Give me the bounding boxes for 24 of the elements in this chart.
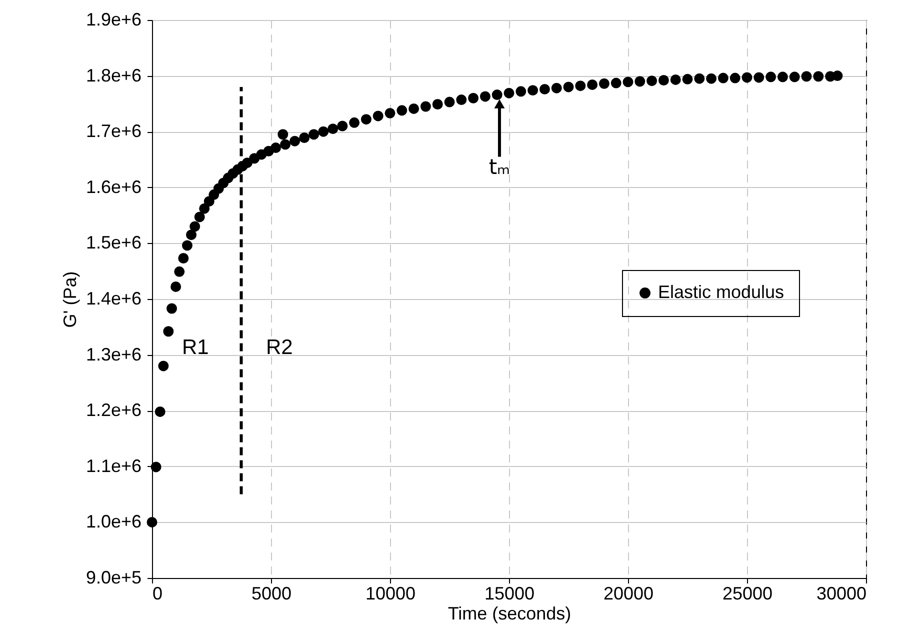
y-tick-label: 1.7e+6 — [86, 121, 142, 142]
x-tick-label: 15000 — [484, 584, 535, 604]
x-tick-label: 20000 — [603, 584, 654, 604]
y-tick-label: 1.8e+6 — [86, 65, 142, 86]
y-tick-label: 9.0e+5 — [86, 568, 142, 588]
y-tick-label: 1.5e+6 — [86, 232, 142, 253]
y-tick-label: 1.1e+6 — [86, 456, 142, 476]
x-tick-label: 25000 — [722, 584, 773, 604]
x-tick-label: 10000 — [365, 584, 416, 604]
x-tick-label: 0 — [152, 584, 163, 604]
y-tick-label: 1.3e+6 — [86, 344, 142, 364]
y-tick-label: 1.4e+6 — [86, 288, 142, 308]
y-tick-label: 1.0e+6 — [86, 512, 142, 532]
annotation: R2 — [266, 336, 293, 359]
y-tick-label: 1.9e+6 — [86, 10, 142, 30]
y-tick-label: 1.2e+6 — [86, 400, 142, 420]
x-tick-label: 5000 — [251, 584, 292, 604]
annotation: tₘ — [488, 154, 510, 179]
x-tick-label: 30000 — [816, 584, 866, 604]
legend-label: Elastic modulus — [658, 282, 784, 302]
annotation: R1 — [182, 336, 209, 359]
x-axis-title: Time (seconds) — [448, 604, 572, 624]
y-tick-label: 1.6e+6 — [86, 176, 142, 197]
y-axis-title: G' (Pa) — [60, 271, 80, 328]
